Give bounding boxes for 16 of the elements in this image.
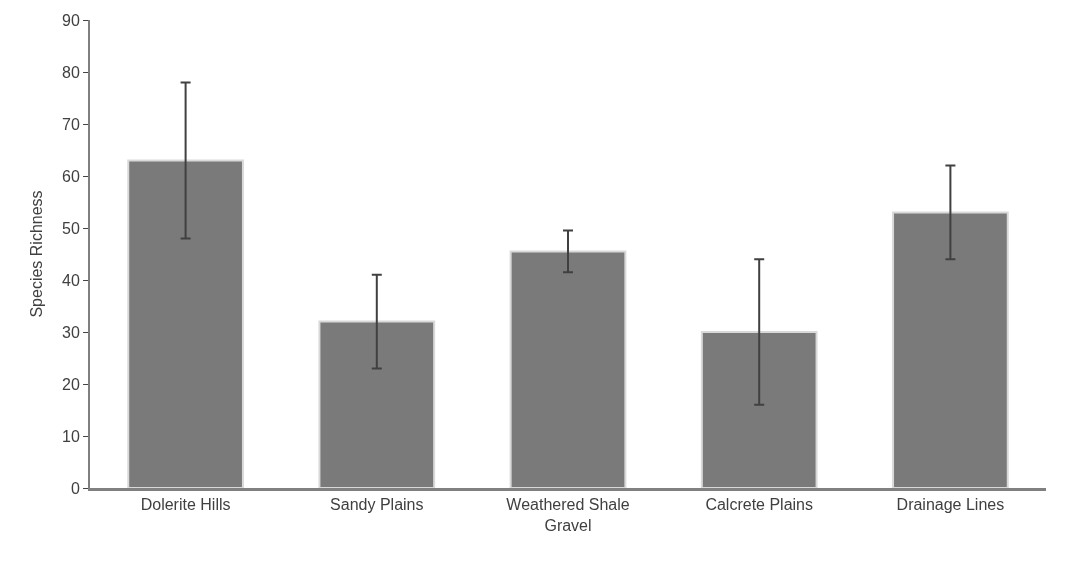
y-axis-title: Species Richness — [28, 190, 46, 318]
y-tick-label: 90 — [62, 11, 80, 29]
x-tick-label: Drainage Lines — [896, 496, 1005, 514]
y-tick-label: 0 — [70, 479, 80, 497]
x-tick-label: Sandy Plains — [330, 496, 424, 514]
y-tick-label: 80 — [62, 63, 80, 81]
x-tick-label: Calcrete Plains — [705, 496, 813, 514]
x-tick-label: Weathered Shale Gravel — [506, 496, 630, 534]
y-tick-label: 40 — [62, 271, 80, 289]
y-tick-label: 30 — [62, 323, 80, 341]
y-tick-label: 70 — [62, 115, 80, 133]
y-tick-label: 50 — [62, 219, 80, 237]
y-tick-label: 10 — [62, 427, 80, 445]
y-tick-label: 20 — [62, 375, 80, 393]
y-tick-label: 60 — [62, 167, 80, 185]
x-tick-label: Dolerite Hills — [140, 496, 231, 514]
